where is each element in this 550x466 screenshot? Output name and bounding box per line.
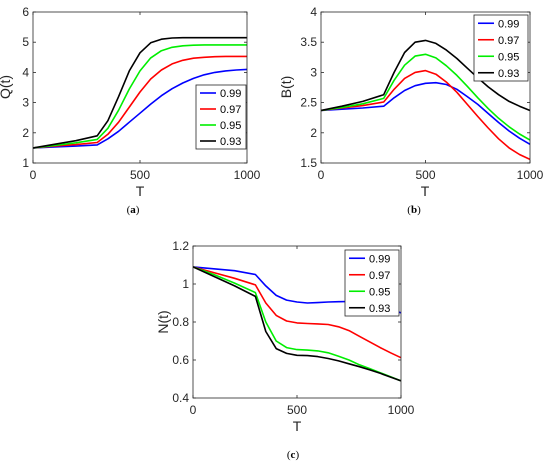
y-tick-label: 0.6 xyxy=(172,353,189,367)
series-line-0.99 xyxy=(321,81,530,145)
series-line-0.93 xyxy=(33,36,247,149)
legend-label: 0.99 xyxy=(369,253,390,265)
legend-label: 0.95 xyxy=(220,120,241,132)
series-line-0.93 xyxy=(321,39,530,112)
y-tick-label: 0.4 xyxy=(172,391,189,405)
series-line-0.95 xyxy=(321,53,530,141)
series-line-0.93 xyxy=(193,266,401,382)
panel-caption: (b) xyxy=(407,204,421,216)
x-tick-label: 0 xyxy=(190,403,197,417)
x-axis-label: T xyxy=(421,183,430,199)
y-tick-label: 4 xyxy=(22,65,29,79)
legend-label: 0.99 xyxy=(220,88,241,100)
y-axis-label: N(t) xyxy=(155,310,171,333)
legend-label: 0.93 xyxy=(220,136,241,148)
legend-label: 0.93 xyxy=(369,303,390,315)
x-tick-label: 1000 xyxy=(388,403,415,417)
legend-box xyxy=(473,14,529,82)
panel-caption: (c) xyxy=(287,449,300,461)
legend-label: 0.99 xyxy=(498,18,519,30)
legend-label: 0.97 xyxy=(369,270,390,282)
x-tick-label: 1000 xyxy=(234,168,261,182)
series-line-0.95 xyxy=(33,44,247,149)
x-tick-label: 500 xyxy=(130,168,150,182)
x-tick-label: 0 xyxy=(318,168,325,182)
legend: 0.99 0.97 0.95 0.93 xyxy=(473,14,529,82)
legend: 0.99 0.97 0.95 0.93 xyxy=(344,249,400,317)
legend-label: 0.95 xyxy=(369,286,390,298)
y-tick-label: 1.2 xyxy=(172,239,189,253)
x-axis-label: T xyxy=(293,418,302,434)
series-line-0.99 xyxy=(33,68,247,149)
legend-label: 0.93 xyxy=(498,68,519,80)
series-line-0.97 xyxy=(321,69,530,161)
legend-label: 0.97 xyxy=(220,104,241,116)
chart-panel-b: 0 500 10001.522.533.54TB(t)0.990.970.950.9… xyxy=(278,5,544,216)
chart-panel-c: 0 500 10000.40.60.811.2TN(t)0.990.970.950.… xyxy=(155,239,415,461)
legend-box xyxy=(195,84,247,150)
y-tick-label: 2 xyxy=(22,126,29,140)
x-tick-label: 1000 xyxy=(517,168,544,182)
x-axis-label: T xyxy=(136,183,145,199)
y-tick-label: 6 xyxy=(22,5,29,19)
legend: 0.99 0.97 0.95 0.93 xyxy=(195,84,247,150)
series-line-0.97 xyxy=(193,266,401,359)
y-tick-label: 0.8 xyxy=(172,315,189,329)
panel-caption: (a) xyxy=(127,204,140,216)
y-tick-label: 5 xyxy=(22,35,29,49)
legend-box xyxy=(344,249,400,317)
series-line-0.97 xyxy=(33,55,247,149)
y-tick-label: 3 xyxy=(310,65,317,79)
y-tick-label: 1 xyxy=(22,156,29,170)
y-tick-label: 3 xyxy=(22,96,29,110)
x-tick-label: 500 xyxy=(415,168,435,182)
series-line-0.95 xyxy=(193,266,401,382)
legend-label: 0.95 xyxy=(498,51,519,63)
y-tick-label: 1 xyxy=(182,277,189,291)
x-tick-label: 500 xyxy=(287,403,307,417)
y-tick-label: 1.5 xyxy=(300,156,317,170)
chart-panel-a: 0 500 1000 1 2 3 4 5 6 T Q(t) 0.99 0.97 0.95 0.93 (a) xyxy=(0,5,261,216)
y-tick-label: 2 xyxy=(310,126,317,140)
y-tick-label: 4 xyxy=(310,5,317,19)
y-axis-label: B(t) xyxy=(278,76,294,99)
y-tick-label: 2.5 xyxy=(300,96,317,110)
y-axis-label: Q(t) xyxy=(0,75,13,99)
y-tick-label: 3.5 xyxy=(300,35,317,49)
legend-label: 0.97 xyxy=(498,35,519,47)
x-tick-label: 0 xyxy=(30,168,37,182)
